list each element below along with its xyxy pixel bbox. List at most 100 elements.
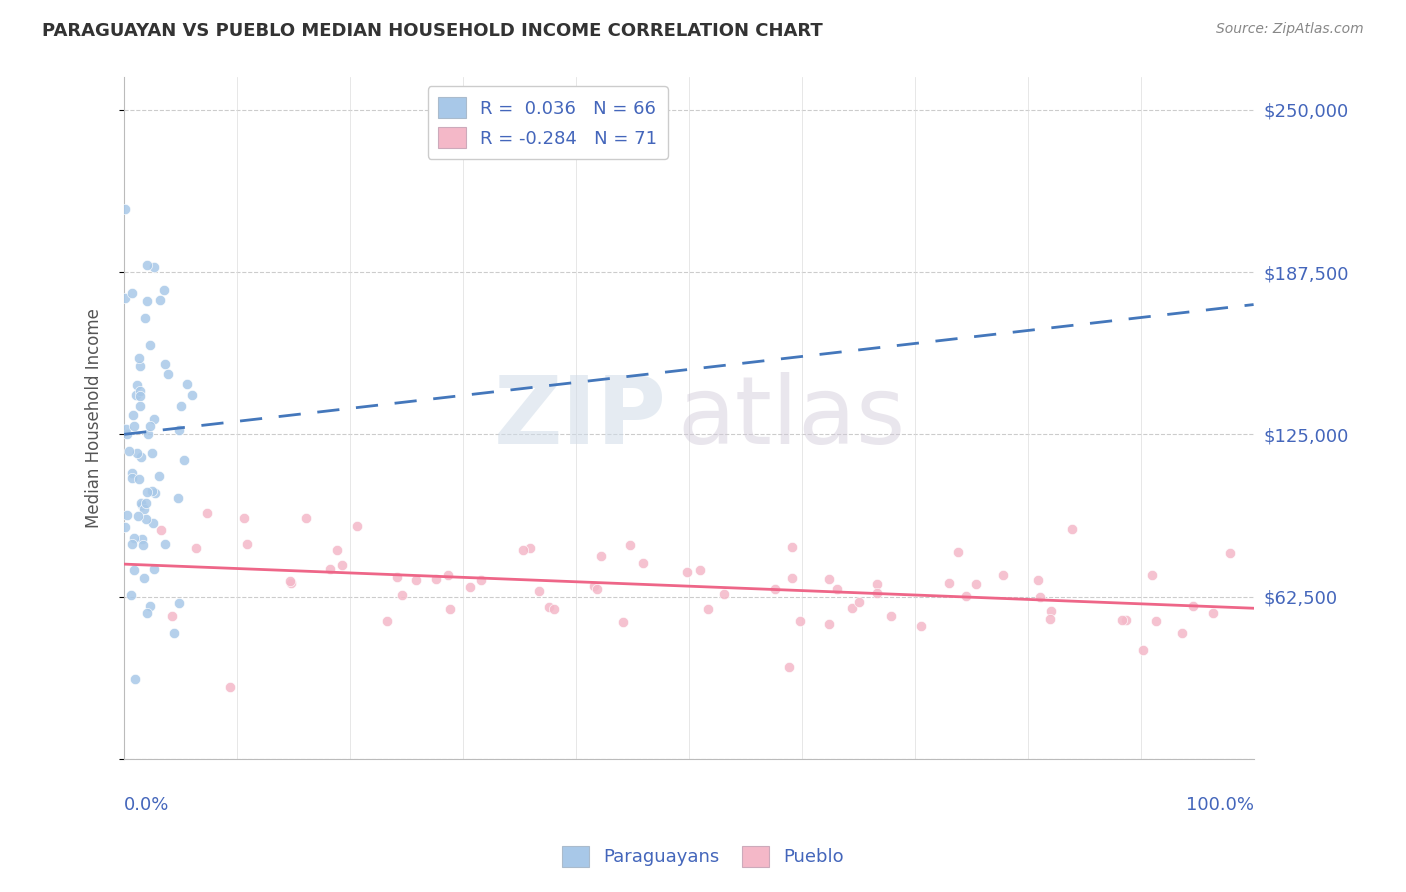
Point [425,572,447,586]
Point [586,582,609,596]
Point [150,523,173,537]
Point [439,601,461,615]
Text: Source: ZipAtlas.com: Source: ZipAtlas.com [1216,22,1364,37]
Point [219,680,242,694]
Point [142,412,165,426]
Point [136,484,159,499]
Point [180,388,202,402]
Point [848,595,870,609]
Point [818,617,841,632]
Point [280,575,302,590]
Point [631,556,654,570]
Point [780,571,803,585]
Point [689,563,711,577]
Point [121,471,143,485]
Point [176,376,198,391]
Point [122,563,145,577]
Point [157,367,180,381]
Text: ZIP: ZIP [494,372,666,464]
Point [114,291,136,305]
Point [946,545,969,559]
Point [138,338,160,352]
Point [965,577,987,591]
Point [538,599,561,614]
Point [195,506,218,520]
Point [129,496,152,510]
Point [167,596,190,610]
Point [866,577,889,591]
Point [127,378,149,392]
Point [1039,604,1062,618]
Point [437,568,460,582]
Point [612,615,634,629]
Point [1026,573,1049,587]
Point [129,359,152,373]
Point [114,519,136,533]
Point [519,541,541,555]
Point [841,601,863,615]
Point [1111,613,1133,627]
Point [1132,642,1154,657]
Text: 100.0%: 100.0% [1185,797,1254,814]
Point [470,574,492,588]
Point [153,283,176,297]
Point [319,562,342,576]
Point [780,541,803,555]
Point [129,450,152,465]
Point [124,387,146,401]
Point [167,491,190,506]
Point [131,498,153,512]
Point [763,582,786,596]
Point [121,408,143,422]
Point [121,467,143,481]
Point [1039,612,1062,626]
Point [128,389,150,403]
Point [825,582,848,596]
Point [278,574,301,589]
Point [817,572,839,586]
Point [1060,522,1083,536]
Point [543,602,565,616]
Point [326,543,349,558]
Point [991,568,1014,582]
Point [1181,599,1204,614]
Point [127,509,149,524]
Point [697,602,720,616]
Point [134,311,156,326]
Point [124,418,146,433]
Point [1029,590,1052,604]
Text: PARAGUAYAN VS PUEBLO MEDIAN HOUSEHOLD INCOME CORRELATION CHART: PARAGUAYAN VS PUEBLO MEDIAN HOUSEHOLD IN… [42,22,823,40]
Point [512,542,534,557]
Point [1115,613,1137,627]
Point [582,579,605,593]
Legend: Paraguayans, Pueblo: Paraguayans, Pueblo [555,838,851,874]
Point [142,562,165,576]
Point [125,445,148,459]
Point [115,427,138,442]
Point [295,511,318,525]
Point [153,537,176,551]
Point [391,588,413,602]
Point [330,558,353,573]
Point [186,541,208,555]
Point [955,589,977,603]
Point [118,444,141,458]
Point [134,502,156,516]
Point [143,485,166,500]
Point [1171,626,1194,640]
Point [170,399,193,413]
Point [142,260,165,275]
Point [163,625,186,640]
Point [1219,546,1241,560]
Point [121,286,143,301]
Point [122,531,145,545]
Y-axis label: Median Household Income: Median Household Income [86,308,103,528]
Point [131,532,153,546]
Point [173,452,195,467]
Point [149,293,172,307]
Point [132,570,155,584]
Point [529,584,551,599]
Point [139,599,162,614]
Point [589,549,612,563]
Point [128,472,150,486]
